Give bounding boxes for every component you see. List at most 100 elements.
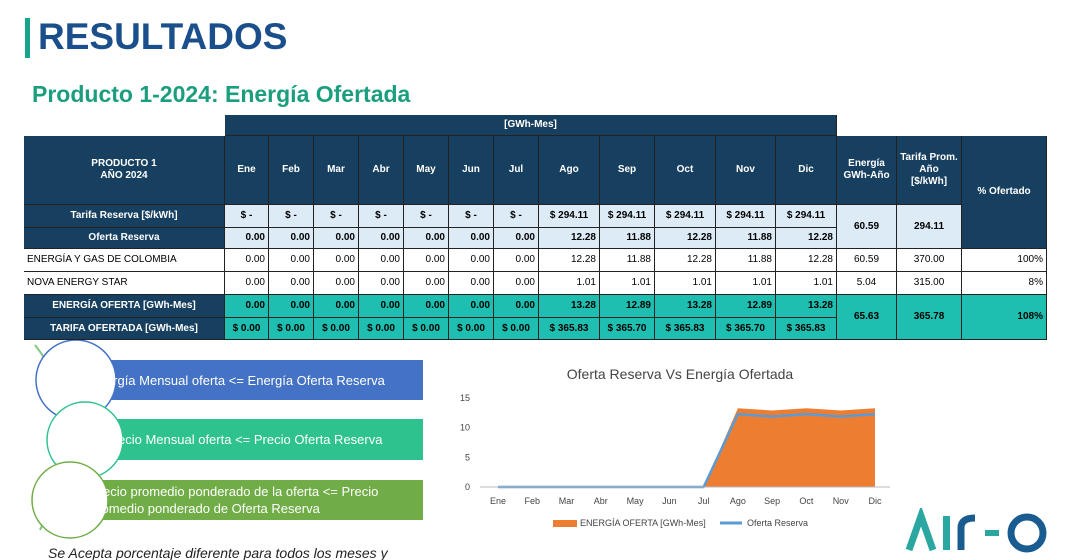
value-cell: 0.00 (314, 272, 359, 295)
value-cell: 0.00 (269, 295, 314, 318)
value-cell: $ 294.11 (539, 205, 600, 228)
value-cell: 11.88 (600, 228, 655, 249)
value-cell: $ - (269, 205, 314, 228)
legend-label: ENERGÍA OFERTA [GWh-Mes] (580, 518, 706, 528)
value-cell: 0.00 (404, 249, 449, 272)
percent-cell: 8% (962, 272, 1047, 295)
x-tick-label: Sep (764, 496, 780, 506)
value-cell: $ 0.00 (359, 318, 404, 340)
value-cell: 1.01 (539, 272, 600, 295)
subtitle: Producto 1-2024: Energía Ofertada (32, 81, 411, 107)
value-cell: 0.00 (225, 228, 269, 249)
value-cell: $ 365.70 (716, 318, 776, 340)
energy-cell: 65.63 (837, 295, 897, 340)
value-cell: $ 365.83 (539, 318, 600, 340)
value-cell: 13.28 (655, 295, 716, 318)
value-cell: 0.00 (269, 249, 314, 272)
value-cell: 11.88 (716, 228, 776, 249)
value-cell: $ 0.00 (314, 318, 359, 340)
row-label: ENERGÍA Y GAS DE COLOMBIA (24, 249, 225, 272)
header-line: GWh-Año (843, 170, 890, 181)
value-cell: 0.00 (494, 272, 539, 295)
month-header: Jul (494, 136, 539, 205)
value-cell: 0.00 (404, 295, 449, 318)
value-cell: 0.00 (359, 272, 404, 295)
value-cell: $ 365.83 (655, 318, 716, 340)
footer-note: Se Acepta porcentaje diferente para todo… (48, 545, 388, 560)
value-cell: $ 0.00 (269, 318, 314, 340)
value-cell: 0.00 (359, 295, 404, 318)
value-cell: 11.88 (600, 249, 655, 272)
value-cell: 13.28 (539, 295, 600, 318)
value-cell: 12.28 (776, 228, 837, 249)
value-cell: 13.28 (776, 295, 837, 318)
month-header: Mar (314, 136, 359, 205)
value-cell: $ 294.11 (655, 205, 716, 228)
row-label: Oferta Reserva (24, 228, 225, 249)
header-line: Energía (848, 158, 885, 169)
month-header: Ene (225, 136, 269, 205)
group-header: [GWh-Mes] (225, 115, 837, 136)
value-cell: 0.00 (314, 295, 359, 318)
x-tick-label: Abr (594, 496, 608, 506)
value-cell: $ - (314, 205, 359, 228)
value-cell: 0.00 (225, 272, 269, 295)
x-tick-label: Ago (730, 496, 746, 506)
value-cell: $ 294.11 (716, 205, 776, 228)
chart: Oferta Reserva Vs Energía Ofertada 0 5 10 15… (460, 366, 890, 528)
value-cell: 0.00 (404, 272, 449, 295)
value-cell: $ 0.00 (404, 318, 449, 340)
value-cell: 12.28 (539, 249, 600, 272)
value-cell: 12.28 (655, 228, 716, 249)
value-cell: $ 365.83 (776, 318, 837, 340)
value-cell: $ 365.70 (600, 318, 655, 340)
row-label: NOVA ENERGY STAR (24, 272, 225, 295)
value-cell: $ - (449, 205, 494, 228)
area (498, 408, 875, 487)
value-cell: 1.01 (655, 272, 716, 295)
value-cell: 0.00 (314, 249, 359, 272)
value-cell: 0.00 (359, 228, 404, 249)
y-tick-label: 15 (460, 393, 470, 403)
value-cell: 0.00 (314, 228, 359, 249)
energy-header: Energía GWh-Año (837, 136, 897, 205)
x-tick-label: Dic (868, 496, 881, 506)
y-tick-label: 0 (465, 482, 470, 492)
tariff-cell: 365.78 (897, 295, 962, 340)
month-header: Ago (539, 136, 600, 205)
energy-cell: 60.59 (837, 249, 897, 272)
value-cell: 0.00 (404, 228, 449, 249)
value-cell: 0.00 (494, 295, 539, 318)
header-line: Año [$/kWh] (910, 164, 948, 187)
bullet-graphic (31, 340, 423, 539)
row-label: TARIFA OFERTADA [GWh-Mes] (24, 318, 225, 340)
month-header: Oct (655, 136, 716, 205)
month-header: Dic (776, 136, 837, 205)
percent-cell: 100% (962, 249, 1047, 272)
month-header: Jun (449, 136, 494, 205)
value-cell: 0.00 (449, 249, 494, 272)
value-cell: $ 0.00 (449, 318, 494, 340)
title-accent (25, 18, 30, 58)
month-header: Sep (600, 136, 655, 205)
x-tick-label: Mar (559, 496, 575, 506)
value-cell: $ 0.00 (225, 318, 269, 340)
value-cell: 1.01 (716, 272, 776, 295)
bullet: Precio Mensual oferta <= Precio Oferta R… (105, 431, 383, 447)
value-cell: $ 0.00 (494, 318, 539, 340)
tariff-header: Tarifa Prom. Año [$/kWh] (897, 136, 962, 205)
x-tick-label: May (627, 496, 645, 506)
logo (905, 508, 1047, 553)
row-label: Tarifa Reserva [$/kWh] (24, 205, 225, 228)
bullet: Precio promedio ponderado de la oferta <… (90, 484, 379, 516)
header-line: Tarifa Prom. (900, 152, 958, 163)
value-cell: 0.00 (359, 249, 404, 272)
title: RESULTADOS (38, 16, 288, 57)
value-cell: 12.28 (655, 249, 716, 272)
value-cell: 0.00 (449, 272, 494, 295)
tariff-cell: 294.11 (897, 205, 962, 249)
month-header: Feb (269, 136, 314, 205)
month-header: May (404, 136, 449, 205)
value-cell: 0.00 (494, 228, 539, 249)
